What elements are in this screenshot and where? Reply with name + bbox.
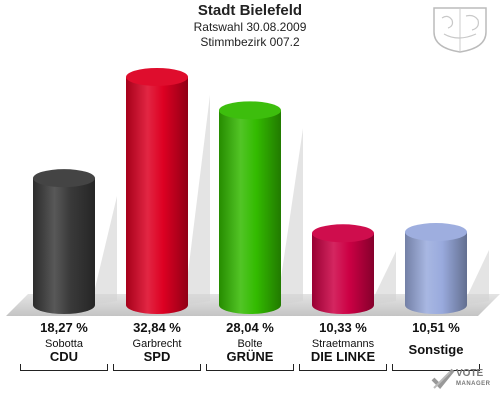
category-bracket bbox=[113, 364, 201, 371]
value-label: 18,27 % bbox=[40, 320, 88, 335]
coat-of-arms-icon bbox=[433, 7, 487, 53]
bar-shadow bbox=[370, 251, 396, 305]
party-label: CDU bbox=[49, 349, 79, 364]
bar-shadow bbox=[184, 94, 210, 305]
bar-shadow bbox=[277, 128, 303, 305]
district-label: Stimmbezirk 007.2 bbox=[200, 35, 300, 49]
value-label: 10,51 % bbox=[412, 320, 460, 335]
bar-top-cap bbox=[33, 169, 95, 188]
chart-subtitle: Ratswahl 30.08.2009 bbox=[193, 20, 307, 34]
bar-top-cap bbox=[126, 67, 188, 86]
bar-spd bbox=[126, 76, 188, 314]
category-bracket bbox=[206, 364, 294, 371]
bar-top-cap bbox=[405, 223, 467, 242]
bar-die-linke bbox=[312, 233, 374, 314]
party-label: DIE LINKE bbox=[310, 349, 376, 364]
value-label: 10,33 % bbox=[319, 320, 367, 335]
bar-shadow bbox=[463, 250, 489, 305]
party-label: Sonstige bbox=[408, 342, 464, 357]
category-bracket bbox=[299, 364, 387, 371]
vote-manager-logo: VOTE MANAGER bbox=[456, 368, 491, 388]
candidate-label: Bolte bbox=[237, 338, 263, 350]
bar-shadow bbox=[91, 196, 117, 305]
candidate-label: Garbrecht bbox=[132, 338, 182, 350]
category-bracket bbox=[392, 364, 480, 371]
value-label: 28,04 % bbox=[226, 320, 274, 335]
candidate-label: Sobotta bbox=[45, 338, 83, 350]
party-label: GRÜNE bbox=[226, 349, 274, 364]
category-bracket bbox=[20, 364, 108, 371]
chart-title: Stadt Bielefeld bbox=[197, 2, 303, 19]
candidate-label: Straetmanns bbox=[311, 338, 375, 350]
bar-group bbox=[33, 67, 489, 314]
vote-manager-check-icon bbox=[431, 368, 455, 389]
bar-top-cap bbox=[312, 224, 374, 243]
bar-sonstige bbox=[405, 232, 467, 314]
value-label: 32,84 % bbox=[133, 320, 181, 335]
party-label: SPD bbox=[143, 349, 171, 364]
bar-grüne bbox=[219, 110, 281, 314]
bar-top-cap bbox=[219, 101, 281, 120]
bar-cdu bbox=[33, 178, 95, 314]
